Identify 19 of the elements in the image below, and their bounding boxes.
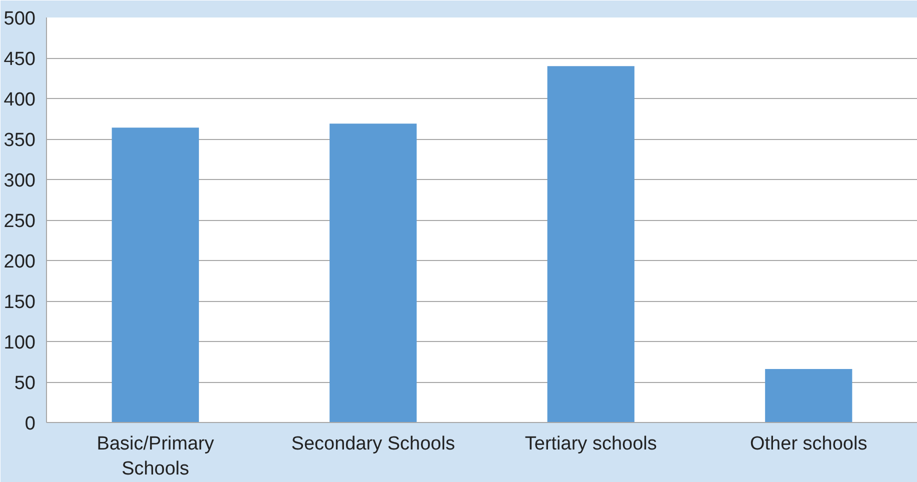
bar [765,369,852,422]
bar [330,124,417,422]
y-tick-label: 100 [4,332,36,354]
y-tick-label: 0 [24,414,36,434]
y-tick-label: 350 [4,130,36,151]
x-tick-label: Tertiary schools [524,434,657,454]
y-tick-label: 500 [4,8,36,30]
y-tick-label: 450 [4,49,36,70]
y-tick-label: 150 [4,292,36,313]
y-tick-label: 300 [4,170,36,192]
x-tick-label: Other schools [750,434,868,454]
y-tick-label: 400 [4,90,36,110]
bar [547,66,634,422]
x-tick-label: Basic/Primary Schools [96,434,214,480]
y-tick-label: 200 [4,252,36,272]
bar [112,128,199,422]
y-tick-label: 50 [14,373,36,394]
x-tick-label: Secondary Schools [291,434,455,454]
y-tick-label: 250 [4,211,36,232]
